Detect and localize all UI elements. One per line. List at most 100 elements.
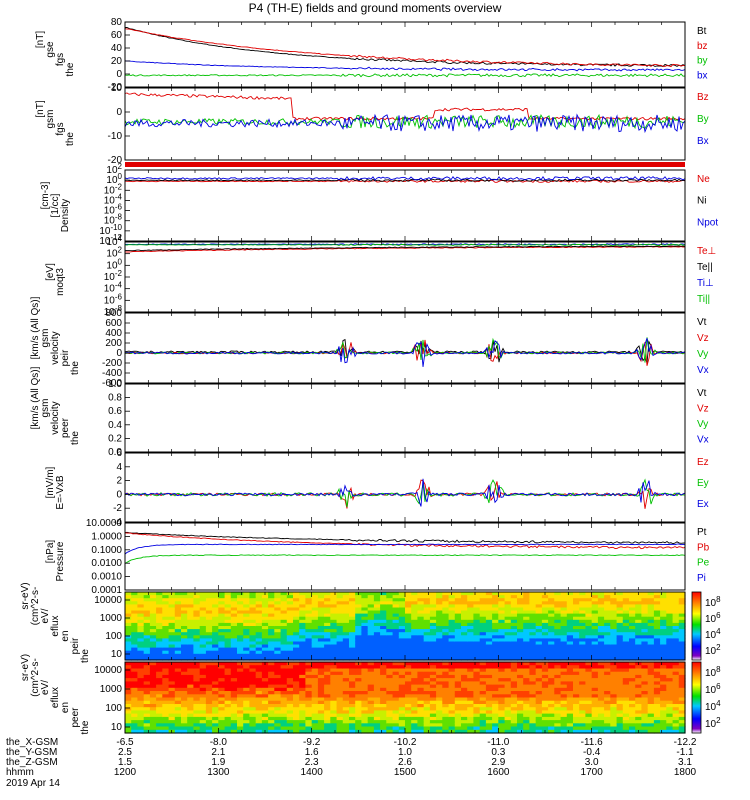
- spectrogram-cell: [149, 595, 157, 599]
- spectrogram-cell: [373, 595, 381, 599]
- spectrogram-cell: [230, 704, 238, 708]
- spectrogram-cell: [448, 710, 456, 715]
- spectrogram-cell: [485, 713, 493, 718]
- spectrogram-cell: [237, 716, 244, 721]
- spectrogram-cell: [566, 665, 574, 669]
- spectrogram-cell: [268, 704, 275, 708]
- spectrogram-cell: [187, 619, 194, 624]
- spectrogram-cell: [143, 691, 151, 695]
- spectrogram-cell: [367, 638, 375, 643]
- spectrogram-cell: [429, 622, 437, 627]
- spectrogram-cell: [361, 704, 369, 708]
- spectrogram-cell: [349, 723, 356, 728]
- spectrogram-cell: [349, 635, 356, 639]
- spectrogram-cell: [653, 601, 661, 605]
- spectrogram-cell: [324, 678, 331, 682]
- spectrogram-cell: [485, 700, 493, 705]
- spectrogram-cell: [367, 647, 375, 652]
- spectrogram-cell: [616, 647, 624, 652]
- spectrogram-cell: [597, 720, 605, 724]
- spectrogram-cell: [293, 644, 300, 649]
- spectrogram-cell: [660, 613, 667, 618]
- spectrogram-cell: [597, 694, 605, 699]
- spectrogram-cell: [299, 601, 306, 605]
- spectrogram-cell: [411, 662, 418, 666]
- spectrogram-cell: [268, 635, 275, 639]
- panel-ylabel: moqt3[eV]: [45, 263, 66, 296]
- spectrogram-cell: [137, 665, 145, 669]
- spectrogram-cell: [653, 641, 661, 646]
- spectrogram-cell: [429, 723, 437, 728]
- spectrogram-cell: [299, 622, 306, 627]
- spectrogram-cell: [230, 619, 238, 624]
- spectrogram-cell: [504, 592, 512, 596]
- spectrogram-cell: [672, 691, 680, 695]
- spectrogram-cell: [411, 707, 418, 711]
- spectrogram-cell: [653, 687, 661, 692]
- spectrogram-cell: [274, 619, 282, 624]
- spectrogram-cell: [554, 662, 562, 666]
- spectrogram-cell: [591, 656, 599, 661]
- spectrogram-cell: [629, 635, 636, 639]
- spectrogram-cell: [181, 650, 188, 655]
- spectrogram-cell: [529, 610, 537, 615]
- spectrogram-cell: [162, 626, 170, 630]
- spectrogram-cell: [629, 632, 636, 636]
- spectrogram-cell: [361, 607, 369, 612]
- spectrogram-cell: [560, 647, 568, 652]
- spectrogram-cell: [560, 626, 568, 630]
- spectrogram-cell: [392, 700, 400, 705]
- spectrogram-cell: [218, 626, 226, 630]
- spectrogram-cell: [510, 644, 518, 649]
- spectrogram-cell: [597, 687, 605, 692]
- spectrogram-cell: [330, 723, 338, 728]
- spectrogram-cell: [529, 595, 537, 599]
- spectrogram-cell: [317, 710, 325, 715]
- footer-date: 2019 Apr 14: [6, 778, 60, 789]
- spectrogram-cell: [454, 610, 462, 615]
- spectrogram-cell: [454, 678, 462, 682]
- spectrogram-cell: [181, 726, 188, 731]
- spectrogram-cell: [423, 723, 431, 728]
- spectrogram-cell: [311, 723, 319, 728]
- spectrogram-cell: [604, 716, 611, 721]
- spectrogram-cell: [461, 638, 468, 643]
- spectrogram-cell: [392, 707, 400, 711]
- spectrogram-cell: [678, 700, 686, 705]
- spectrogram-cell: [230, 662, 238, 666]
- spectrogram-cell: [367, 626, 375, 630]
- spectrogram-cell: [635, 704, 642, 708]
- spectrogram-cell: [579, 707, 586, 711]
- spectrogram-cell: [137, 668, 145, 673]
- spectrogram-cell: [299, 632, 306, 636]
- spectrogram-cell: [554, 687, 562, 692]
- spectrogram-cell: [523, 638, 530, 643]
- spectrogram-cell: [604, 613, 611, 618]
- spectrogram-cell: [373, 697, 381, 702]
- spectrogram-cell: [367, 650, 375, 655]
- spectrogram-cell: [467, 653, 474, 658]
- spectrogram-cell: [417, 720, 425, 724]
- spectrogram-cell: [286, 607, 294, 612]
- spectrogram-cell: [523, 650, 530, 655]
- ylabel-line: eflux: [50, 615, 61, 636]
- panel-frame: [124, 383, 686, 453]
- spectrogram-cell: [597, 729, 605, 734]
- spectrogram-cell: [479, 650, 487, 655]
- spectrogram-cell: [604, 700, 611, 705]
- spectrogram-cell: [448, 635, 456, 639]
- spectrogram-cell: [498, 694, 506, 699]
- spectrogram-cell: [255, 644, 263, 649]
- ytick-label: -400: [102, 368, 122, 379]
- ytick-label: 100: [106, 257, 122, 271]
- spectrogram-cell: [212, 687, 219, 692]
- spectrogram-cell: [647, 641, 655, 646]
- spectrogram-cell: [504, 723, 512, 728]
- spectrogram-cell: [205, 691, 213, 695]
- spectrogram-cell: [604, 707, 611, 711]
- spectrogram-cell: [585, 716, 593, 721]
- spectrogram-cell: [517, 694, 524, 699]
- spectrogram-cell: [529, 687, 537, 692]
